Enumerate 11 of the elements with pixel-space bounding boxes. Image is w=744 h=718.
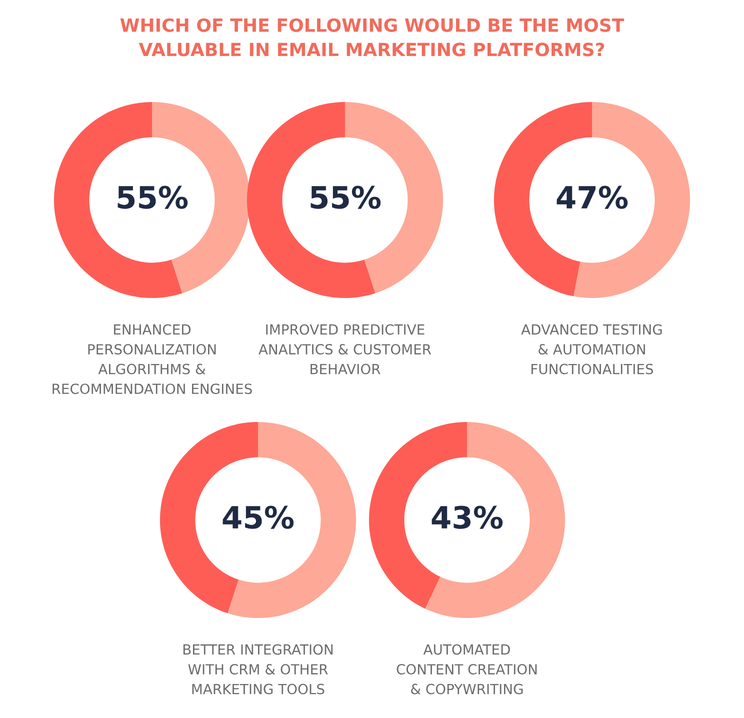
text: ADVANCED TESTING & AUTOMATION FUNCTIONALITIES	[521, 324, 662, 374]
text: 47%	[556, 186, 628, 209]
text: WHICH OF THE FOLLOWING WOULD BE THE MOST VALUABLE IN EMAIL MARKETING PLATFORMS?	[120, 18, 624, 56]
text: 55%	[310, 186, 381, 209]
text: ENHANCED PERSONALIZATION ALGORITHMS & RECOMMENDATION ENGINES	[52, 324, 252, 394]
text: 43%	[432, 506, 503, 529]
text: 55%	[118, 186, 188, 209]
text: AUTOMATED CONTENT CREATION & COPYWRITING	[396, 644, 537, 694]
text: BETTER INTEGRATION WITH CRM & OTHER MARKETING TOOLS	[183, 644, 333, 694]
text: 45%	[222, 506, 294, 529]
text: IMPROVED PREDICTIVE ANALYTICS & CUSTOMER BEHAVIOR	[258, 324, 432, 374]
